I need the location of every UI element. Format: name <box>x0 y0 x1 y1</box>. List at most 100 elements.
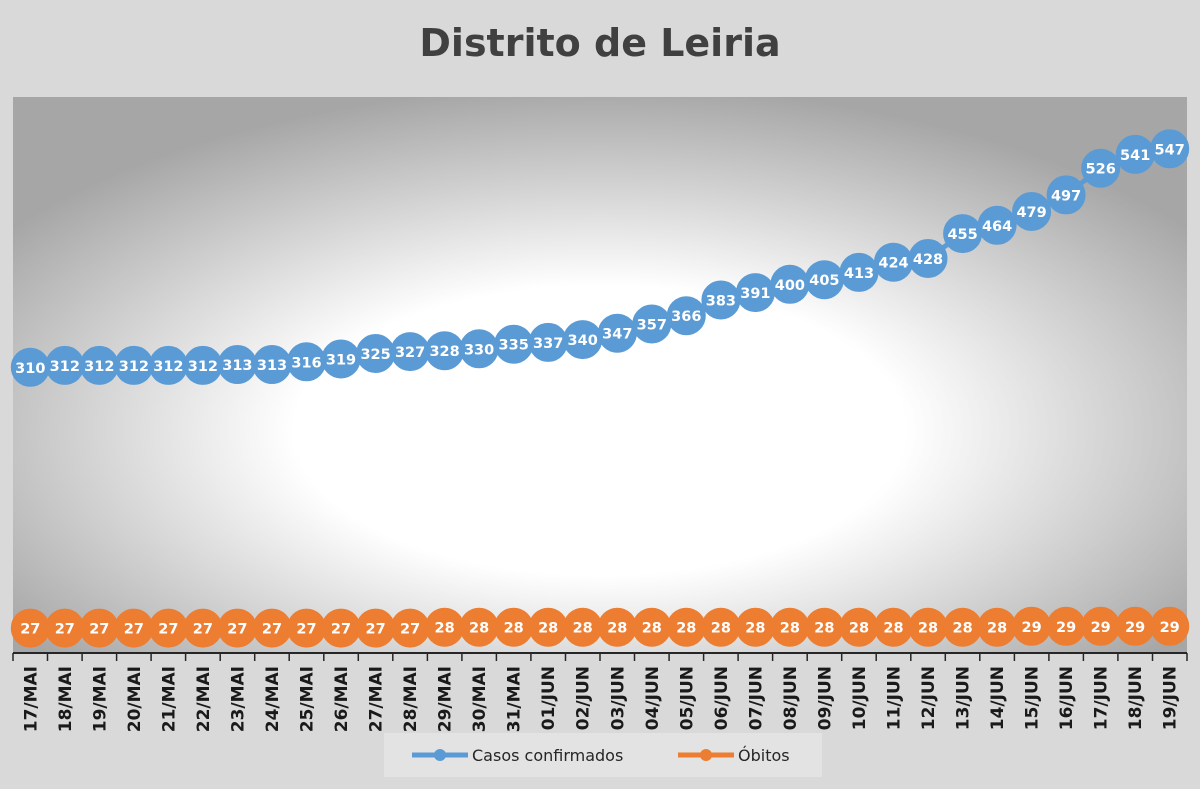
legend-label-obitos: Óbitos <box>738 746 790 765</box>
data-label-obitos: 28 <box>676 621 696 637</box>
x-tick-label: 16/JUN <box>1057 666 1077 730</box>
data-label-obitos: 29 <box>1160 620 1180 636</box>
data-label-casos-confirmados: 428 <box>913 252 943 268</box>
data-label-casos-confirmados: 405 <box>809 273 839 289</box>
data-label-casos-confirmados: 328 <box>429 344 459 360</box>
x-tick-label: 14/JUN <box>988 666 1008 730</box>
legend-label-casos-confirmados: Casos confirmados <box>472 746 623 765</box>
x-tick-label: 28/MAI <box>401 666 421 732</box>
x-tick-label: 10/JUN <box>850 666 870 730</box>
x-tick-label: 22/MAI <box>194 666 214 732</box>
data-label-casos-confirmados: 413 <box>844 266 874 282</box>
data-label-obitos: 27 <box>89 622 109 638</box>
x-tick-label: 06/JUN <box>712 666 732 730</box>
x-tick-label: 31/MAI <box>505 666 525 732</box>
x-tick-label: 05/JUN <box>677 666 697 730</box>
data-label-obitos: 29 <box>1091 620 1111 636</box>
data-label-casos-confirmados: 330 <box>464 342 494 358</box>
x-tick-label: 21/MAI <box>159 666 179 732</box>
data-label-obitos: 28 <box>573 621 593 637</box>
data-label-casos-confirmados: 526 <box>1086 162 1116 178</box>
legend: Casos confirmados Óbitos <box>384 733 822 777</box>
data-label-obitos: 29 <box>1125 620 1145 636</box>
data-label-obitos: 27 <box>55 622 75 638</box>
data-label-obitos: 29 <box>1022 620 1042 636</box>
x-tick-label: 03/JUN <box>608 666 628 730</box>
legend-marker-casos-confirmados <box>434 749 446 761</box>
data-label-casos-confirmados: 312 <box>188 359 218 375</box>
data-point-obitos <box>1150 606 1190 646</box>
x-tick-label: 30/MAI <box>470 666 490 732</box>
data-label-obitos: 27 <box>331 622 351 638</box>
data-label-obitos: 28 <box>814 621 834 637</box>
data-label-obitos: 28 <box>504 621 524 637</box>
data-label-casos-confirmados: 340 <box>568 333 598 349</box>
data-label-obitos: 27 <box>296 622 316 638</box>
x-tick-label: 07/JUN <box>746 666 766 730</box>
x-tick-label: 27/MAI <box>367 666 387 732</box>
data-label-casos-confirmados: 400 <box>775 278 805 294</box>
x-tick-label: 26/MAI <box>332 666 352 732</box>
data-label-casos-confirmados: 347 <box>602 327 632 343</box>
x-tick-label: 08/JUN <box>781 666 801 730</box>
data-label-obitos: 27 <box>20 622 40 638</box>
data-point-casos-confirmados <box>1081 148 1121 188</box>
data-label-casos-confirmados: 312 <box>153 359 183 375</box>
data-label-casos-confirmados: 337 <box>533 336 563 352</box>
series-obitos: 27 27 27 27 27 27 27 27 27 27 27 27 28 28 28 28 28 28 28 28… <box>10 606 1190 648</box>
data-label-casos-confirmados: 383 <box>706 294 736 310</box>
data-label-obitos: 27 <box>124 622 144 638</box>
data-label-obitos: 28 <box>918 621 938 637</box>
data-label-casos-confirmados: 310 <box>15 361 45 377</box>
data-label-casos-confirmados: 335 <box>499 338 529 354</box>
data-point-casos-confirmados <box>1046 175 1086 215</box>
x-tick-label: 20/MAI <box>125 666 145 732</box>
data-label-obitos: 27 <box>366 622 386 638</box>
x-tick-label: 24/MAI <box>263 666 283 732</box>
data-label-casos-confirmados: 313 <box>222 358 252 374</box>
data-label-casos-confirmados: 357 <box>637 318 667 334</box>
data-label-casos-confirmados: 366 <box>671 309 701 325</box>
data-label-obitos: 28 <box>745 621 765 637</box>
data-label-casos-confirmados: 319 <box>326 353 356 369</box>
x-tick-label: 18/MAI <box>56 666 76 732</box>
data-label-casos-confirmados: 497 <box>1051 188 1081 204</box>
data-label-casos-confirmados: 541 <box>1120 148 1150 164</box>
x-axis: 17/MAI 18/MAI 19/MAI 20/MAI 21/MAI 22/MAI 23/M… <box>12 653 1188 732</box>
x-tick-label: 02/JUN <box>574 666 594 730</box>
data-label-obitos: 28 <box>469 621 489 637</box>
x-tick-label: 15/JUN <box>1023 666 1043 730</box>
data-label-obitos: 28 <box>987 621 1007 637</box>
data-label-obitos: 29 <box>1056 620 1076 636</box>
data-label-casos-confirmados: 312 <box>84 359 114 375</box>
x-tick-label: 25/MAI <box>298 666 318 732</box>
data-point-casos-confirmados <box>666 296 706 336</box>
legend-marker-obitos <box>700 749 712 761</box>
x-tick-label: 13/JUN <box>954 666 974 730</box>
x-tick-label: 12/JUN <box>919 666 939 730</box>
data-label-obitos: 27 <box>158 622 178 638</box>
data-label-casos-confirmados: 325 <box>360 347 390 363</box>
data-label-obitos: 28 <box>642 621 662 637</box>
data-label-obitos: 28 <box>538 621 558 637</box>
data-label-casos-confirmados: 327 <box>395 345 425 361</box>
data-label-casos-confirmados: 547 <box>1155 142 1185 158</box>
data-label-casos-confirmados: 479 <box>1016 205 1046 221</box>
data-point-casos-confirmados <box>908 239 948 278</box>
data-label-obitos: 28 <box>883 621 903 637</box>
x-tick-label: 17/MAI <box>21 666 41 732</box>
data-label-obitos: 27 <box>400 622 420 638</box>
x-tick-label: 09/JUN <box>815 666 835 730</box>
x-tick-label: 29/MAI <box>436 666 456 732</box>
data-label-casos-confirmados: 424 <box>878 256 908 272</box>
x-tick-label: 04/JUN <box>643 666 663 730</box>
x-tick-label: 18/JUN <box>1126 666 1146 730</box>
data-label-casos-confirmados: 312 <box>50 359 80 375</box>
data-point-casos-confirmados <box>1012 192 1052 231</box>
data-label-casos-confirmados: 455 <box>947 227 977 243</box>
data-label-casos-confirmados: 316 <box>291 355 321 371</box>
x-tick-label: 23/MAI <box>228 666 248 732</box>
data-label-obitos: 28 <box>607 621 627 637</box>
